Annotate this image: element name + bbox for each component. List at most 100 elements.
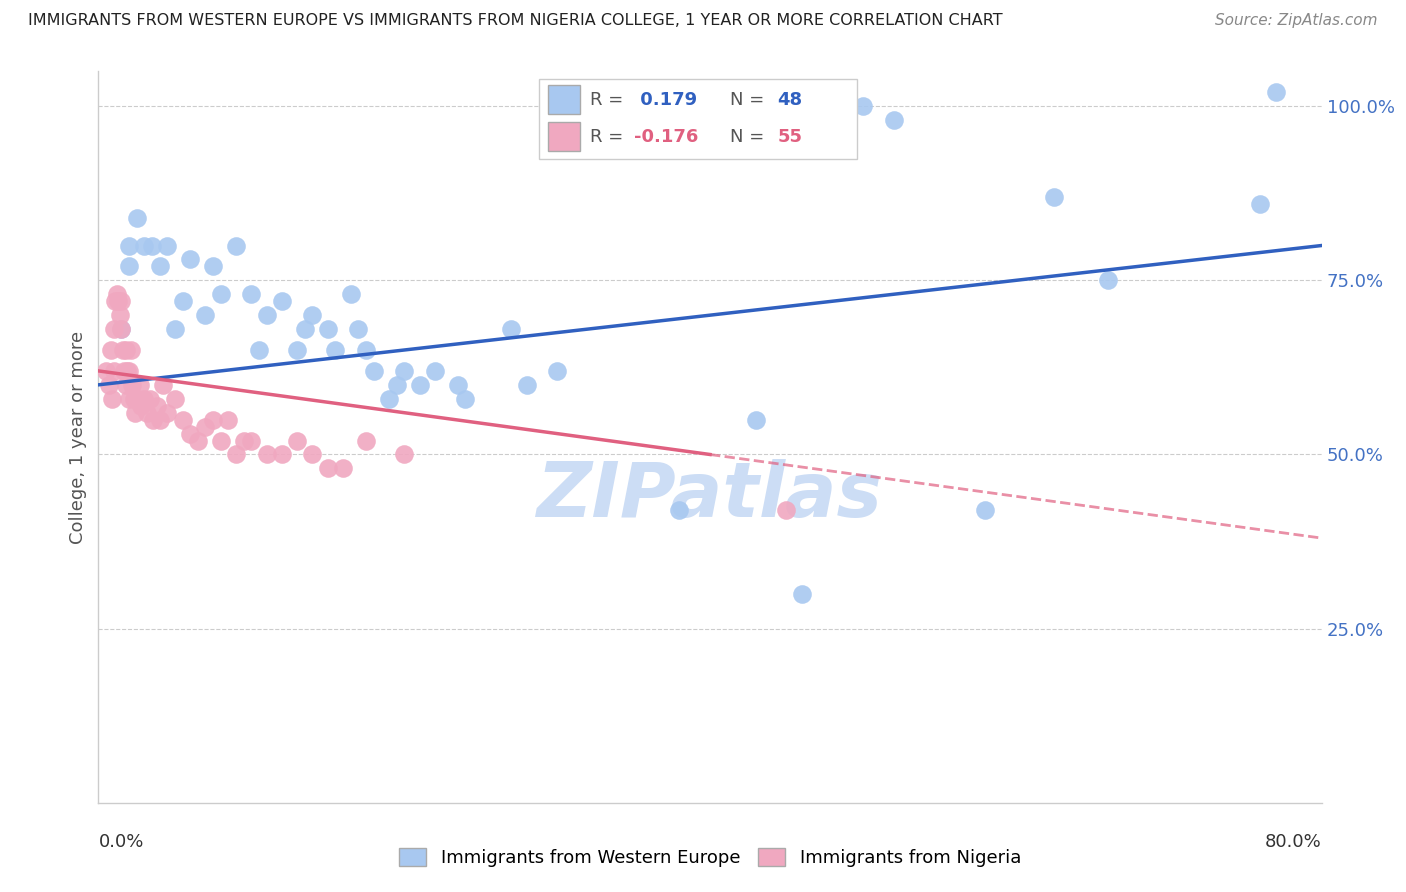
Point	[316, 461, 339, 475]
Point	[294, 322, 316, 336]
Point	[179, 252, 201, 267]
Point	[202, 260, 225, 274]
Point	[110, 322, 132, 336]
Point	[240, 434, 263, 448]
Point	[104, 294, 127, 309]
Point	[546, 364, 568, 378]
Point	[217, 412, 239, 426]
Point	[790, 587, 813, 601]
Point	[100, 343, 122, 357]
Point	[152, 377, 174, 392]
Point	[136, 406, 159, 420]
Y-axis label: College, 1 year or more: College, 1 year or more	[69, 331, 87, 543]
Point	[225, 448, 247, 462]
Point	[105, 287, 128, 301]
Point	[516, 377, 538, 392]
Point	[325, 343, 347, 357]
Point	[256, 448, 278, 462]
Point	[378, 392, 401, 406]
Point	[332, 461, 354, 475]
Legend: Immigrants from Western Europe, Immigrants from Nigeria: Immigrants from Western Europe, Immigran…	[392, 840, 1028, 874]
Point	[668, 503, 690, 517]
Point	[94, 364, 117, 378]
Point	[118, 392, 141, 406]
Point	[225, 238, 247, 252]
Point	[117, 364, 139, 378]
Point	[149, 412, 172, 426]
Point	[125, 392, 148, 406]
Point	[270, 294, 292, 309]
Point	[118, 260, 141, 274]
Point	[124, 406, 146, 420]
Point	[128, 377, 150, 392]
Point	[408, 377, 430, 392]
Point	[354, 343, 377, 357]
Point	[134, 392, 156, 406]
Point	[392, 364, 416, 378]
Point	[285, 434, 308, 448]
Point	[423, 364, 446, 378]
Point	[240, 287, 263, 301]
Point	[103, 364, 125, 378]
Point	[209, 434, 232, 448]
Point	[385, 377, 408, 392]
Point	[339, 287, 361, 301]
Text: 0.0%: 0.0%	[98, 833, 143, 851]
Point	[122, 392, 145, 406]
Point	[775, 503, 797, 517]
Text: ZIPatlas: ZIPatlas	[537, 458, 883, 533]
Point	[139, 392, 162, 406]
Point	[179, 426, 201, 441]
Point	[134, 238, 156, 252]
Point	[1043, 190, 1066, 204]
Point	[115, 377, 138, 392]
Point	[247, 343, 270, 357]
Point	[118, 238, 141, 252]
Point	[115, 343, 138, 357]
Point	[194, 308, 217, 322]
Point	[1097, 273, 1119, 287]
Point	[194, 419, 217, 434]
Point	[316, 322, 339, 336]
Point	[120, 343, 142, 357]
Point	[110, 294, 132, 309]
Point	[501, 322, 523, 336]
Point	[301, 448, 323, 462]
Point	[187, 434, 209, 448]
Point	[101, 392, 124, 406]
Point	[301, 308, 323, 322]
Text: IMMIGRANTS FROM WESTERN EUROPE VS IMMIGRANTS FROM NIGERIA COLLEGE, 1 YEAR OR MOR: IMMIGRANTS FROM WESTERN EUROPE VS IMMIGR…	[28, 13, 1002, 29]
Point	[285, 343, 308, 357]
Point	[745, 412, 768, 426]
Point	[98, 377, 121, 392]
Point	[209, 287, 232, 301]
Point	[172, 412, 194, 426]
Point	[129, 399, 152, 413]
Point	[142, 412, 165, 426]
Point	[1249, 196, 1271, 211]
Point	[110, 322, 132, 336]
Point	[112, 364, 135, 378]
Point	[118, 364, 141, 378]
Point	[1264, 85, 1286, 99]
Point	[108, 308, 131, 322]
Point	[156, 238, 179, 252]
Text: Source: ZipAtlas.com: Source: ZipAtlas.com	[1215, 13, 1378, 29]
Point	[145, 399, 167, 413]
Point	[141, 238, 163, 252]
Point	[125, 211, 148, 225]
Point	[270, 448, 292, 462]
Point	[202, 412, 225, 426]
Point	[111, 343, 134, 357]
Point	[163, 392, 186, 406]
Point	[883, 113, 905, 128]
Point	[121, 377, 143, 392]
Point	[127, 392, 149, 406]
Text: 80.0%: 80.0%	[1265, 833, 1322, 851]
Point	[392, 448, 416, 462]
Point	[347, 322, 370, 336]
Point	[454, 392, 477, 406]
Point	[156, 406, 179, 420]
Point	[447, 377, 470, 392]
Point	[852, 99, 875, 113]
